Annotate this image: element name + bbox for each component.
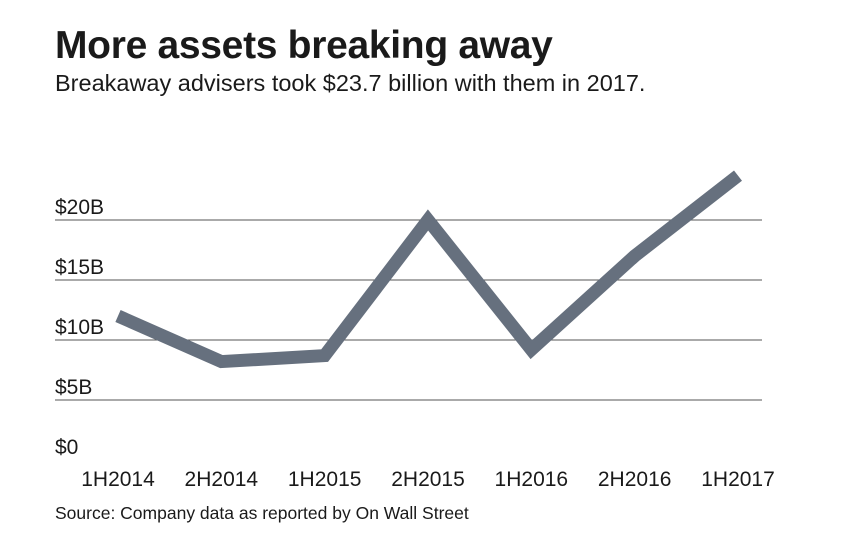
series-layer <box>115 170 742 369</box>
gridlines <box>55 219 762 401</box>
source-note: Source: Company data as reported by On W… <box>55 503 469 523</box>
x-tick-label: 2H2016 <box>598 468 672 491</box>
y-tick-label: $15B <box>55 256 104 279</box>
y-tick-label: $5B <box>55 376 92 399</box>
x-tick-label: 1H2015 <box>288 468 362 491</box>
x-axis-tick-labels: 1H2014 2H2014 1H2015 2H2015 1H2016 2H2016 1H20… <box>81 468 775 491</box>
series-line-0 <box>115 170 742 369</box>
x-tick-label: 1H2014 <box>81 468 155 491</box>
chart-subtitle: Breakaway advisers took $23.7 billion wi… <box>55 70 646 96</box>
chart-title: More assets breaking away <box>55 24 553 67</box>
x-tick-label: 1H2017 <box>701 468 775 491</box>
x-tick-label: 1H2016 <box>495 468 569 491</box>
y-axis-tick-labels: $0 $5B $10B $15B $20B <box>55 196 104 459</box>
y-tick-label: $10B <box>55 316 104 339</box>
y-tick-label: $0 <box>55 436 78 459</box>
x-tick-label: 2H2014 <box>185 468 259 491</box>
y-tick-label: $20B <box>55 196 104 219</box>
x-tick-label: 2H2015 <box>391 468 465 491</box>
